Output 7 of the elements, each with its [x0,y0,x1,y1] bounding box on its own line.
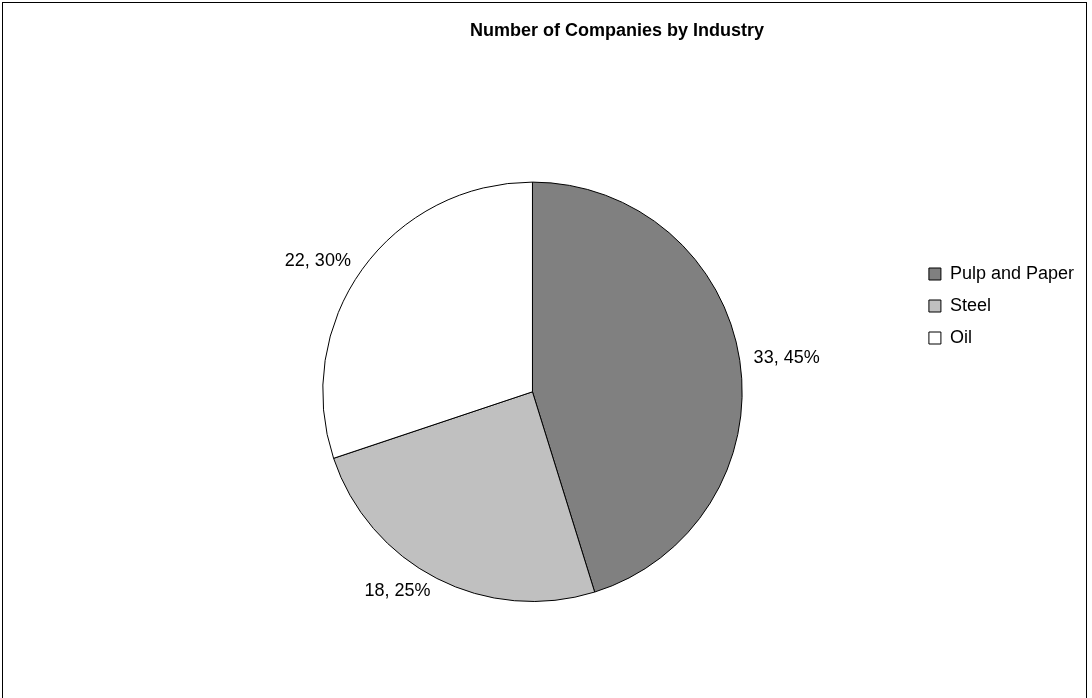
legend-label: Steel [949,294,991,315]
data-label: 18, 25% [364,579,431,600]
data-label: 33, 45% [753,347,820,368]
legend-label: Pulp and Paper [949,262,1075,283]
chart-title: Number of Companies by Industry [469,19,765,40]
data-label: 22, 30% [284,250,351,271]
legend-label: Oil [949,326,972,347]
